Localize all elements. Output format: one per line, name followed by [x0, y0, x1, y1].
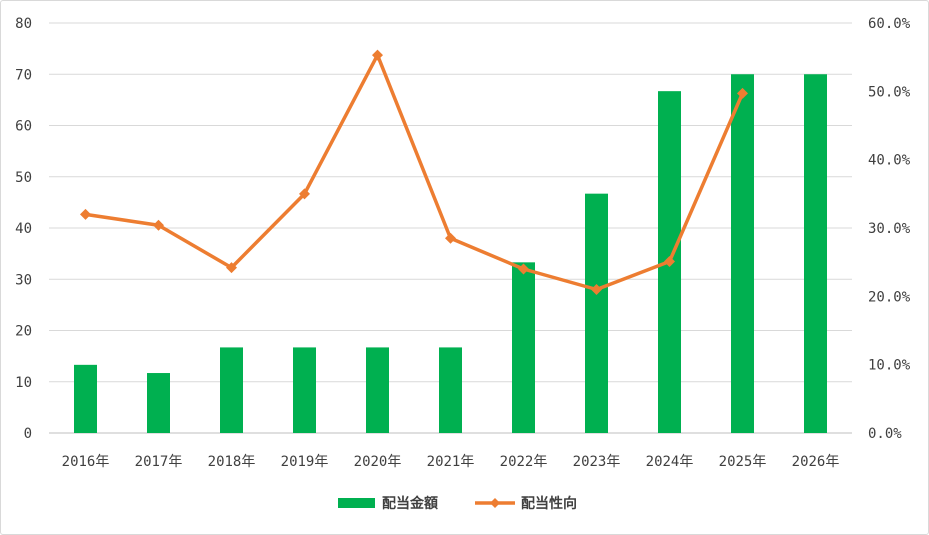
gridlines — [49, 22, 852, 434]
legend-bar-label: 配当金額 — [382, 495, 438, 512]
bar — [220, 347, 243, 433]
left-tick-label: 80 — [15, 16, 32, 32]
x-tick-label: 2025年 — [719, 454, 767, 470]
right-tick-label: 30.0% — [868, 221, 911, 237]
right-tick-label: 60.0% — [868, 16, 911, 32]
bar — [147, 373, 170, 433]
bar — [366, 347, 389, 433]
series-line — [85, 53, 745, 292]
right-tick-label: 40.0% — [868, 153, 911, 169]
line-point — [153, 219, 164, 231]
left-axis-ticks: 0 10 20 30 40 50 60 70 80 — [15, 16, 32, 442]
legend-line-marker — [490, 498, 500, 508]
x-tick-label: 2020年 — [354, 454, 402, 470]
bar — [804, 74, 827, 433]
x-axis-ticks: 2016年 2017年 2018年 2019年 2020年 2021年 2022年 2023年… — [62, 454, 840, 470]
bar — [439, 347, 462, 433]
right-tick-label: 50.0% — [868, 84, 911, 100]
x-tick-label: 2019年 — [281, 454, 329, 470]
x-tick-label: 2024年 — [646, 454, 694, 470]
left-tick-label: 70 — [15, 67, 32, 83]
line-point — [80, 208, 91, 220]
left-tick-label: 30 — [15, 272, 32, 288]
left-tick-label: 40 — [15, 221, 32, 237]
left-tick-label: 60 — [15, 119, 32, 135]
left-tick-label: 10 — [15, 375, 32, 391]
bar — [74, 364, 97, 433]
right-axis-ticks: 0.0% 10.0% 20.0% 30.0% 40.0% 50.0% 60.0% — [868, 16, 911, 442]
line-point — [445, 232, 456, 244]
line-point — [372, 49, 383, 61]
bar — [512, 262, 535, 433]
x-tick-label: 2023年 — [573, 454, 621, 470]
x-tick-label: 2022年 — [500, 454, 548, 470]
line-point — [664, 255, 675, 267]
left-tick-label: 20 — [15, 324, 32, 340]
bar-series — [74, 74, 827, 433]
legend-line-label: 配当性向 — [521, 495, 577, 512]
bar — [585, 193, 608, 433]
bar — [731, 74, 754, 433]
right-tick-label: 20.0% — [868, 289, 911, 305]
x-tick-label: 2016年 — [62, 454, 110, 470]
x-tick-label: 2021年 — [427, 454, 475, 470]
left-tick-label: 50 — [15, 170, 32, 186]
line-series — [80, 49, 748, 295]
line-point — [518, 263, 529, 275]
legend-bar-swatch — [338, 498, 375, 508]
right-tick-label: 10.0% — [868, 358, 911, 374]
legend: 配当金額 配当性向 — [338, 495, 577, 512]
line-point — [299, 188, 310, 200]
x-tick-label: 2026年 — [792, 454, 840, 470]
line-point — [226, 262, 237, 274]
x-tick-label: 2017年 — [135, 454, 183, 470]
right-tick-label: 0.0% — [868, 426, 902, 442]
left-tick-label: 0 — [24, 426, 32, 442]
line-point — [591, 284, 602, 295]
line-point — [737, 87, 748, 99]
x-tick-label: 2018年 — [208, 454, 256, 470]
bar — [293, 347, 316, 433]
